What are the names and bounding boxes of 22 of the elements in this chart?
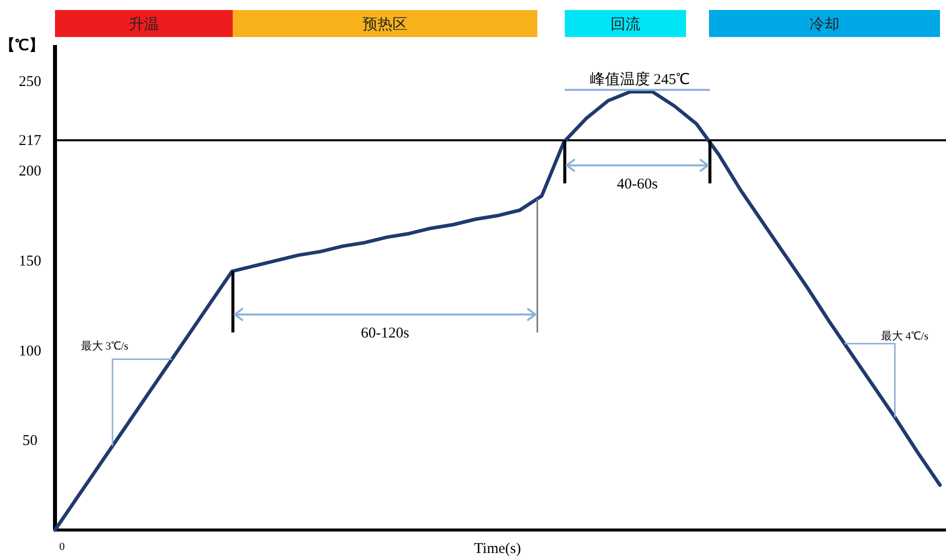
annotation: 回流 — [564, 10, 686, 37]
annotation: 峰值温度 245℃ — [564, 72, 710, 91]
y-tick-label: 50 — [22, 433, 38, 450]
y-tick-label: 100 — [18, 343, 42, 360]
annotation: 40-60s — [616, 176, 658, 192]
y-tick-label: 217 — [18, 133, 42, 150]
line-series — [53, 90, 942, 532]
annotation: 0 — [59, 541, 65, 553]
annotation: 升温 — [55, 10, 233, 37]
annotation: 冷却 — [709, 10, 940, 37]
x-axis-title: Time(s) — [474, 541, 521, 556]
y-tick-label: 250 — [18, 74, 42, 90]
annotation: 最大 4℃/s — [880, 330, 928, 343]
y-axis-title: 【℃】 — [0, 37, 44, 54]
annotation: 60-120s — [360, 325, 410, 342]
annotation: 60-120s — [231, 198, 538, 342]
annotation: 40-60s — [563, 140, 712, 192]
annotation: 最大 3℃/s — [80, 340, 128, 353]
y-tick-label: 150 — [18, 254, 42, 270]
annotation: 预热区 — [232, 10, 538, 37]
y-tick-label: 200 — [18, 164, 42, 180]
annotation: 峰值温度 245℃ — [590, 70, 690, 88]
